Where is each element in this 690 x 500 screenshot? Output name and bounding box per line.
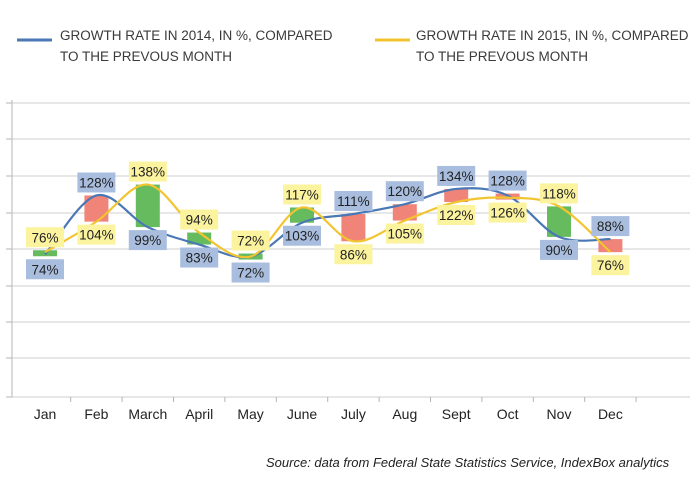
change-bar-aug [392,204,417,221]
change-bar-april [187,232,212,245]
x-label-dec: Dec [598,406,623,422]
data-label-2014-june-bg [283,225,321,246]
data-label-2014-aug-bg [385,181,424,202]
data-label-2014-jan-bg [26,259,64,280]
data-label-2015-may: 72% [237,234,264,249]
data-label-2014-july: 111% [337,194,370,209]
series-2015-line [44,183,612,259]
x-label-march: March [128,406,167,422]
change-bar-sept [444,188,469,203]
data-label-2014-sept: 134% [439,169,474,184]
data-label-2014-march-bg [128,230,167,251]
x-label-jan: Jan [34,406,57,422]
data-label-2014-jan: 74% [31,262,58,277]
x-label-aug: Aug [392,406,417,422]
data-label-2014-sept-bg [437,165,476,186]
data-label-2015-may-bg [231,230,270,251]
data-label-2014-may-bg [231,262,270,283]
data-label-2014-march: 99% [134,233,161,248]
data-label-2014-dec-bg [591,216,630,237]
change-bar-june [290,207,314,223]
data-label-2015-june-bg [283,184,321,205]
data-label-2015-jan: 76% [31,230,58,245]
x-label-nov: Nov [547,406,572,422]
data-label-2014-oct-bg [488,170,527,191]
data-label-2015-sept: 122% [439,208,474,223]
data-label-2014-june: 103% [285,229,320,244]
data-label-2015-april: 94% [186,213,213,228]
legend-2015-label-line2: TO THE PREVOUS MONTH [416,49,588,64]
data-label-2015-jan-bg [26,227,64,248]
data-label-2015-oct: 126% [490,206,525,221]
data-label-2014-aug: 120% [388,184,423,199]
data-label-2015-nov-bg [540,183,578,204]
data-label-2015-july: 86% [340,247,367,262]
x-label-april: April [185,406,213,422]
x-label-june: June [287,406,318,422]
legend-2014-label-line2: TO THE PREVOUS MONTH [60,49,232,64]
change-bar-july [341,214,366,242]
source-note: Source: data from Federal State Statisti… [266,455,670,470]
data-label-2014-oct: 128% [490,174,525,189]
x-label-july: July [341,406,366,422]
data-label-2014-dec: 88% [597,219,624,234]
data-label-2014-april: 83% [186,251,213,266]
legend-2014-label-line1: GROWTH RATE IN 2014, IN %, COMPARED [60,28,333,43]
data-label-2015-nov: 118% [542,186,576,201]
data-label-2014-nov: 90% [545,243,572,258]
data-label-2015-june: 117% [285,187,319,202]
data-label-2014-feb: 128% [79,175,114,190]
data-label-2014-april-bg [180,247,219,268]
data-label-2015-july-bg [334,244,373,265]
change-bar-dec [598,239,623,253]
data-label-2015-march-bg [128,161,167,182]
data-label-2015-aug: 105% [388,227,423,242]
change-bar-march [135,184,160,228]
x-label-sept: Sept [442,406,471,422]
data-label-2014-may: 72% [237,266,264,281]
data-label-2015-feb: 104% [79,228,114,243]
data-label-2015-march: 138% [131,165,166,180]
data-label-2014-july-bg [334,191,373,212]
legend-2015-label-line1: GROWTH RATE IN 2015, IN %, COMPARED [416,28,689,43]
data-label-2015-april-bg [180,209,219,230]
data-label-2014-feb-bg [77,172,116,193]
x-label-feb: Feb [84,406,108,422]
data-label-2015-sept-bg [437,205,476,226]
data-label-2015-feb-bg [77,224,116,245]
data-label-2015-dec: 76% [597,258,624,273]
data-label-2015-dec-bg [591,255,630,276]
data-label-2014-nov-bg [540,239,578,260]
x-label-oct: Oct [497,406,519,422]
data-label-2015-oct-bg [488,202,527,223]
data-label-2015-aug-bg [385,223,424,244]
x-label-may: May [237,406,263,422]
